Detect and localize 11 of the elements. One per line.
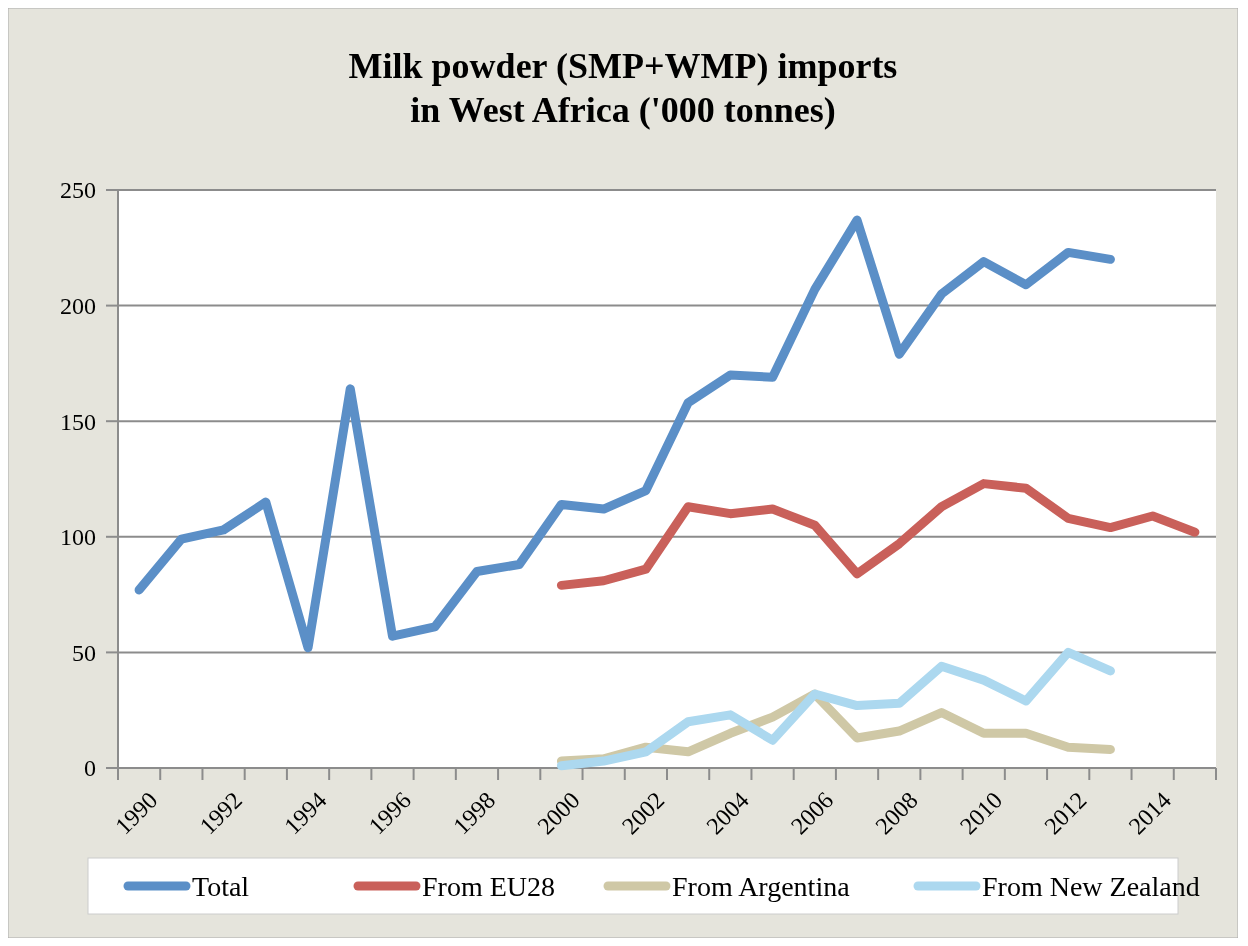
legend-label: Total [192,870,250,902]
y-tick-label: 150 [60,408,96,435]
y-tick-label: 250 [60,177,96,204]
y-tick-label: 200 [60,293,96,319]
y-tick-label: 100 [60,524,96,551]
legend-label: From New Zealand [982,870,1200,902]
y-tick-label: 0 [84,755,96,782]
y-tick-label: 50 [72,639,96,666]
legend-label: From Argentina [672,870,851,902]
chart-title: Milk powder (SMP+WMP) imports in West Africa ('000 tonnes) [348,46,898,130]
legend-label: From EU28 [422,870,555,902]
